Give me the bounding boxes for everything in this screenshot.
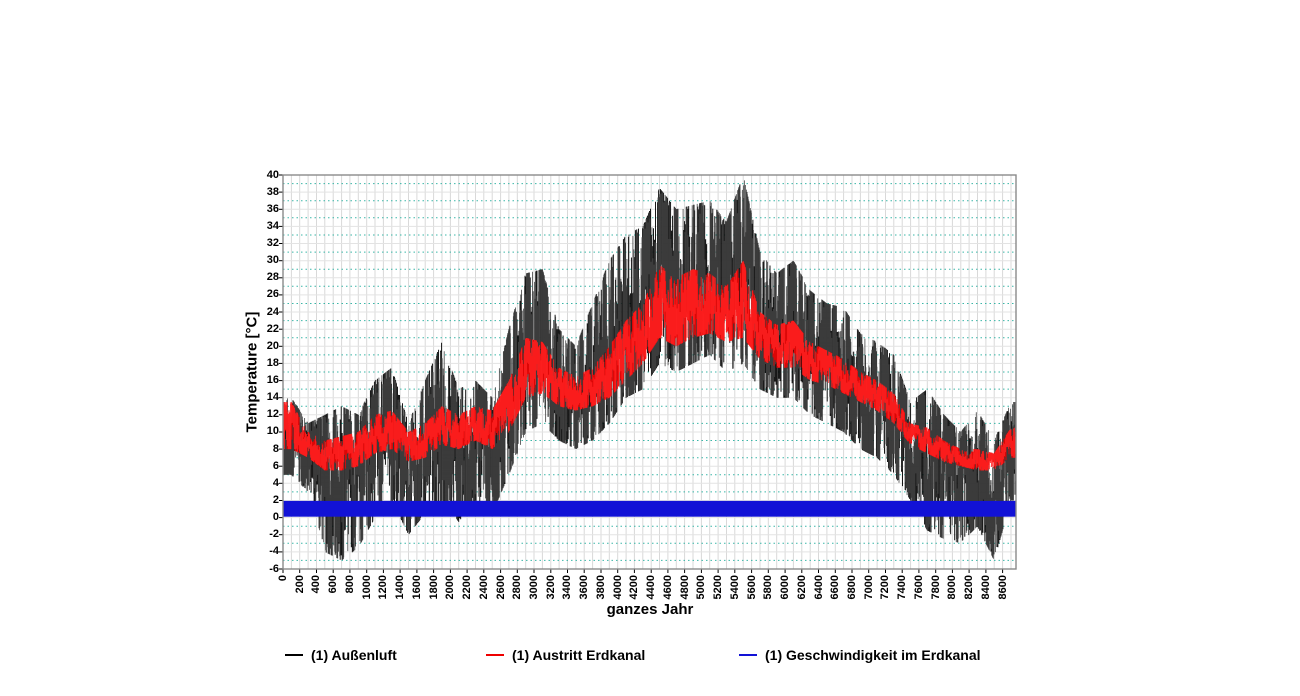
x-tick-label: 4400 <box>645 575 658 600</box>
y-tick-label: 8 <box>272 442 279 455</box>
x-tick-label: 7800 <box>929 575 942 600</box>
legend-label: (1) Geschwindigkeit im Erdkanal <box>765 647 981 663</box>
x-tick-label: 4200 <box>628 575 641 600</box>
x-tick-label: 1800 <box>427 575 440 600</box>
legend-line-icon <box>739 654 757 656</box>
x-tick-label: 2200 <box>461 575 474 600</box>
x-tick-label: 8200 <box>963 575 976 600</box>
y-tick-label: -6 <box>269 562 279 575</box>
x-tick-label: 5600 <box>745 575 758 600</box>
legend-label: (1) Außenluft <box>311 647 397 663</box>
x-tick-label: 0 <box>277 575 289 582</box>
y-tick-label: 26 <box>266 288 279 301</box>
x-tick-label: 2400 <box>477 575 490 600</box>
x-tick-label: 6200 <box>795 575 808 600</box>
y-tick-label: -4 <box>269 545 279 558</box>
legend-line-icon <box>285 654 303 656</box>
x-tick-label: 3200 <box>544 575 557 600</box>
x-tick-label: 8000 <box>946 575 959 600</box>
x-tick-label: 7000 <box>862 575 875 600</box>
y-tick-label: 30 <box>266 254 279 267</box>
legend-label: (1) Austritt Erdkanal <box>512 647 646 663</box>
series-geschwindigkeit-band <box>283 500 1016 517</box>
x-tick-label: 3000 <box>528 575 541 600</box>
x-tick-label: 600 <box>327 575 340 594</box>
y-tick-label: 36 <box>266 202 279 215</box>
y-tick-label: 32 <box>266 237 279 250</box>
x-tick-label: 6400 <box>812 575 825 600</box>
x-tick-label: 400 <box>310 575 323 594</box>
y-tick-label: 22 <box>266 322 279 335</box>
x-tick-label: 3400 <box>561 575 574 600</box>
x-tick-label: 5400 <box>728 575 741 600</box>
y-tick-label: 6 <box>272 459 279 472</box>
y-tick-label: 0 <box>272 511 279 524</box>
x-tick-label: 800 <box>343 575 356 594</box>
x-tick-label: 7200 <box>879 575 892 600</box>
y-tick-label: 4 <box>272 476 279 489</box>
x-tick-label: 1200 <box>377 575 390 600</box>
y-tick-label: 28 <box>266 271 279 284</box>
y-tick-label: 40 <box>266 168 279 181</box>
x-tick-label: 5800 <box>762 575 775 600</box>
x-tick-label: 8400 <box>979 575 992 600</box>
x-tick-label: 200 <box>293 575 306 594</box>
x-tick-label: 2600 <box>494 575 507 600</box>
x-tick-label: 5200 <box>712 575 725 600</box>
y-tick-label: -2 <box>269 528 279 541</box>
x-tick-label: 7600 <box>912 575 925 600</box>
legend-item-aussenluft: (1) Außenluft <box>285 646 397 664</box>
legend-item-austritt-erdkanal: (1) Austritt Erdkanal <box>486 646 645 664</box>
x-tick-label: 2800 <box>511 575 524 600</box>
x-tick-label: 1600 <box>410 575 423 600</box>
legend-item-geschwindigkeit: (1) Geschwindigkeit im Erdkanal <box>739 646 981 664</box>
y-tick-label: 14 <box>266 391 279 404</box>
legend-line-icon <box>486 654 504 656</box>
y-tick-label: 20 <box>266 339 279 352</box>
y-tick-label: 12 <box>266 408 279 421</box>
x-tick-label: 1400 <box>394 575 407 600</box>
x-axis-title: ganzes Jahr <box>606 601 694 618</box>
x-tick-label: 4600 <box>661 575 674 600</box>
x-tick-label: 4800 <box>678 575 691 600</box>
y-tick-label: 34 <box>266 219 279 232</box>
x-tick-label: 5000 <box>695 575 708 600</box>
x-tick-label: 1000 <box>360 575 373 600</box>
x-tick-label: 3800 <box>594 575 607 600</box>
y-tick-label: 24 <box>266 305 279 318</box>
y-tick-label: 38 <box>266 185 279 198</box>
x-tick-label: 3600 <box>578 575 591 600</box>
x-tick-label: 7400 <box>896 575 909 600</box>
legend: (1) Außenluft (1) Austritt Erdkanal (1) … <box>0 646 1300 666</box>
x-tick-label: 4000 <box>611 575 624 600</box>
x-tick-label: 6600 <box>829 575 842 600</box>
x-tick-label: 2000 <box>444 575 457 600</box>
y-tick-label: 16 <box>266 374 279 387</box>
x-tick-label: 8600 <box>996 575 1009 600</box>
x-tick-label: 6000 <box>779 575 792 600</box>
plot-frame <box>282 174 1017 570</box>
x-tick-label: 6800 <box>845 575 858 600</box>
y-tick-label: 2 <box>272 493 279 506</box>
y-tick-label: 10 <box>266 425 279 438</box>
y-tick-label: 18 <box>266 356 279 369</box>
